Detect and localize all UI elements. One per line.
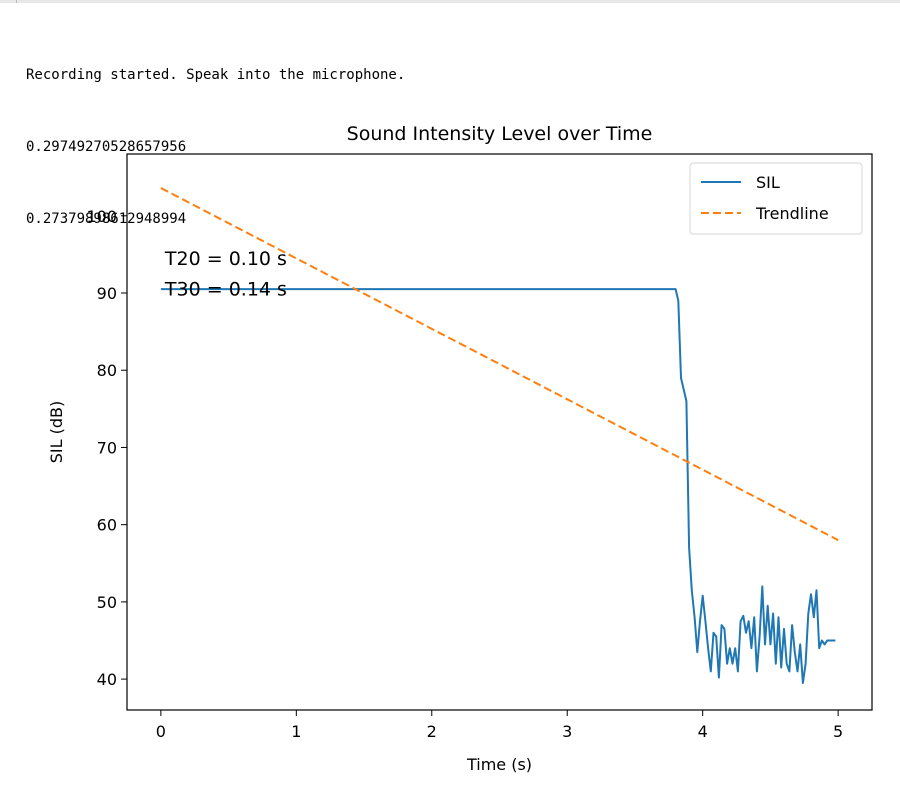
y-tick-label: 80 [97, 361, 117, 380]
y-tick-label: 70 [97, 438, 117, 457]
cell-top-border [0, 0, 900, 3]
y-tick-label: 60 [97, 516, 117, 535]
output-line-value-1: 0.29749270528657956 [26, 139, 187, 155]
annotation-t20: T20 = 0.10 s [164, 248, 287, 270]
x-tick-label: 3 [562, 722, 572, 741]
output-line-status: Recording started. Speak into the microp… [26, 67, 406, 83]
x-tick-label: 4 [698, 722, 708, 741]
output-line-value-2: 0.27379898612948994 [26, 211, 187, 227]
x-axis-label: Time (s) [466, 755, 532, 774]
x-tick-label: 5 [833, 722, 843, 741]
x-tick-label: 2 [427, 722, 437, 741]
legend-box [689, 162, 863, 235]
cell-border-tick [16, 0, 17, 3]
y-tick-label: 50 [97, 593, 117, 612]
x-tick-label: 1 [291, 722, 301, 741]
y-axis-label: SIL (dB) [47, 401, 66, 464]
series-line-sil [160, 288, 836, 684]
y-tick-label: 100 [86, 207, 117, 226]
legend-label-trendline: Trendline [755, 204, 829, 223]
annotation-t30: T30 = 0.14 s [164, 278, 287, 300]
x-tick-label: 0 [156, 722, 166, 741]
y-tick-label: 40 [97, 670, 117, 689]
chart-title: Sound Intensity Level over Time [347, 123, 653, 145]
legend-label-sil: SIL [756, 173, 780, 192]
y-tick-label: 90 [97, 284, 117, 303]
plot-frame [126, 153, 873, 711]
output-log: Recording started. Speak into the microp… [26, 15, 405, 255]
series-line-trendline [160, 187, 839, 541]
